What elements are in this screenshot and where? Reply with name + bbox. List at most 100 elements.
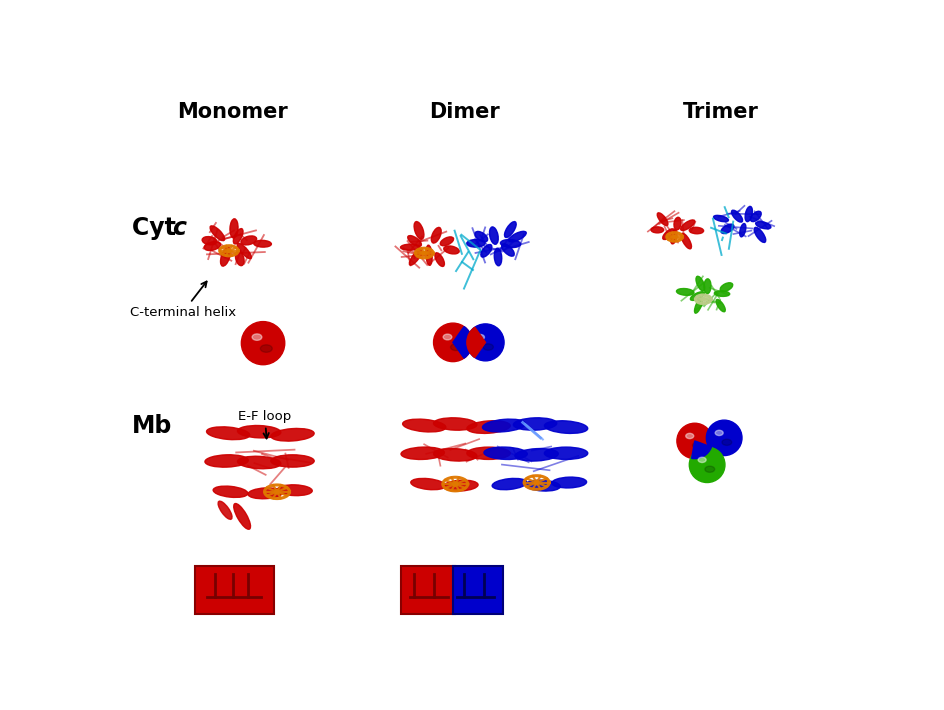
Ellipse shape: [551, 477, 586, 488]
Ellipse shape: [229, 219, 238, 238]
Text: c: c: [172, 216, 186, 240]
Ellipse shape: [466, 447, 510, 459]
FancyBboxPatch shape: [400, 567, 454, 614]
Ellipse shape: [681, 234, 691, 248]
Ellipse shape: [673, 217, 681, 230]
Ellipse shape: [501, 244, 514, 256]
Ellipse shape: [483, 447, 527, 459]
Circle shape: [433, 323, 472, 361]
Text: Cyt: Cyt: [132, 216, 184, 240]
Ellipse shape: [544, 421, 587, 433]
Ellipse shape: [466, 421, 510, 433]
Circle shape: [676, 423, 712, 459]
Ellipse shape: [482, 419, 525, 432]
Ellipse shape: [450, 344, 461, 351]
Ellipse shape: [670, 230, 676, 244]
Ellipse shape: [719, 283, 732, 292]
Ellipse shape: [482, 344, 493, 350]
Ellipse shape: [513, 417, 556, 430]
Ellipse shape: [721, 439, 731, 445]
Ellipse shape: [680, 220, 694, 231]
Ellipse shape: [247, 488, 282, 498]
Ellipse shape: [237, 243, 251, 258]
Ellipse shape: [411, 479, 445, 490]
Ellipse shape: [714, 291, 729, 296]
Ellipse shape: [443, 480, 478, 491]
Ellipse shape: [241, 236, 257, 245]
Ellipse shape: [494, 248, 501, 266]
Circle shape: [422, 251, 426, 255]
Text: Monomer: Monomer: [177, 102, 288, 122]
Ellipse shape: [662, 229, 674, 239]
Ellipse shape: [426, 245, 431, 266]
Ellipse shape: [739, 224, 745, 237]
Ellipse shape: [443, 334, 451, 340]
Ellipse shape: [715, 430, 722, 435]
Ellipse shape: [252, 334, 261, 340]
Ellipse shape: [480, 244, 492, 257]
Ellipse shape: [703, 279, 710, 294]
Ellipse shape: [514, 449, 558, 461]
Ellipse shape: [750, 212, 761, 222]
Ellipse shape: [237, 457, 280, 469]
Circle shape: [452, 482, 457, 486]
Ellipse shape: [213, 486, 247, 498]
Ellipse shape: [676, 288, 693, 295]
Circle shape: [688, 447, 724, 483]
Wedge shape: [452, 327, 472, 358]
Ellipse shape: [407, 236, 421, 246]
Ellipse shape: [525, 480, 560, 491]
Ellipse shape: [476, 334, 484, 340]
FancyBboxPatch shape: [194, 567, 274, 614]
Ellipse shape: [466, 239, 484, 247]
Ellipse shape: [744, 207, 751, 222]
Ellipse shape: [271, 455, 313, 467]
Ellipse shape: [692, 442, 701, 449]
Ellipse shape: [413, 222, 424, 239]
Ellipse shape: [694, 298, 701, 313]
Ellipse shape: [720, 224, 733, 234]
Ellipse shape: [400, 244, 419, 250]
Ellipse shape: [218, 501, 232, 519]
Text: C-terminal helix: C-terminal helix: [129, 281, 236, 319]
Circle shape: [228, 249, 230, 252]
Ellipse shape: [271, 428, 313, 441]
Ellipse shape: [260, 345, 272, 352]
Ellipse shape: [235, 251, 244, 266]
Ellipse shape: [713, 215, 728, 222]
Ellipse shape: [716, 300, 724, 312]
Ellipse shape: [500, 239, 520, 248]
Ellipse shape: [544, 447, 587, 459]
Ellipse shape: [753, 227, 765, 242]
Ellipse shape: [202, 236, 216, 245]
Ellipse shape: [402, 419, 446, 432]
Ellipse shape: [440, 237, 453, 246]
Wedge shape: [691, 441, 711, 459]
Circle shape: [701, 298, 704, 300]
FancyBboxPatch shape: [453, 567, 503, 614]
Ellipse shape: [210, 226, 225, 241]
Ellipse shape: [409, 249, 422, 266]
Circle shape: [275, 489, 278, 494]
Ellipse shape: [504, 222, 515, 237]
Ellipse shape: [220, 247, 230, 266]
Ellipse shape: [731, 210, 742, 222]
Ellipse shape: [433, 449, 477, 461]
Ellipse shape: [434, 253, 444, 266]
Circle shape: [672, 236, 675, 239]
Ellipse shape: [755, 222, 770, 229]
Ellipse shape: [278, 485, 312, 496]
Circle shape: [533, 480, 538, 485]
Ellipse shape: [433, 417, 477, 430]
Ellipse shape: [685, 433, 693, 439]
Ellipse shape: [207, 427, 249, 439]
Ellipse shape: [430, 227, 441, 243]
Ellipse shape: [205, 455, 248, 467]
Ellipse shape: [492, 479, 527, 490]
Wedge shape: [466, 327, 485, 358]
Text: Dimer: Dimer: [429, 102, 499, 122]
Ellipse shape: [508, 231, 526, 242]
Ellipse shape: [704, 466, 714, 472]
Ellipse shape: [233, 229, 243, 244]
Ellipse shape: [400, 447, 444, 459]
